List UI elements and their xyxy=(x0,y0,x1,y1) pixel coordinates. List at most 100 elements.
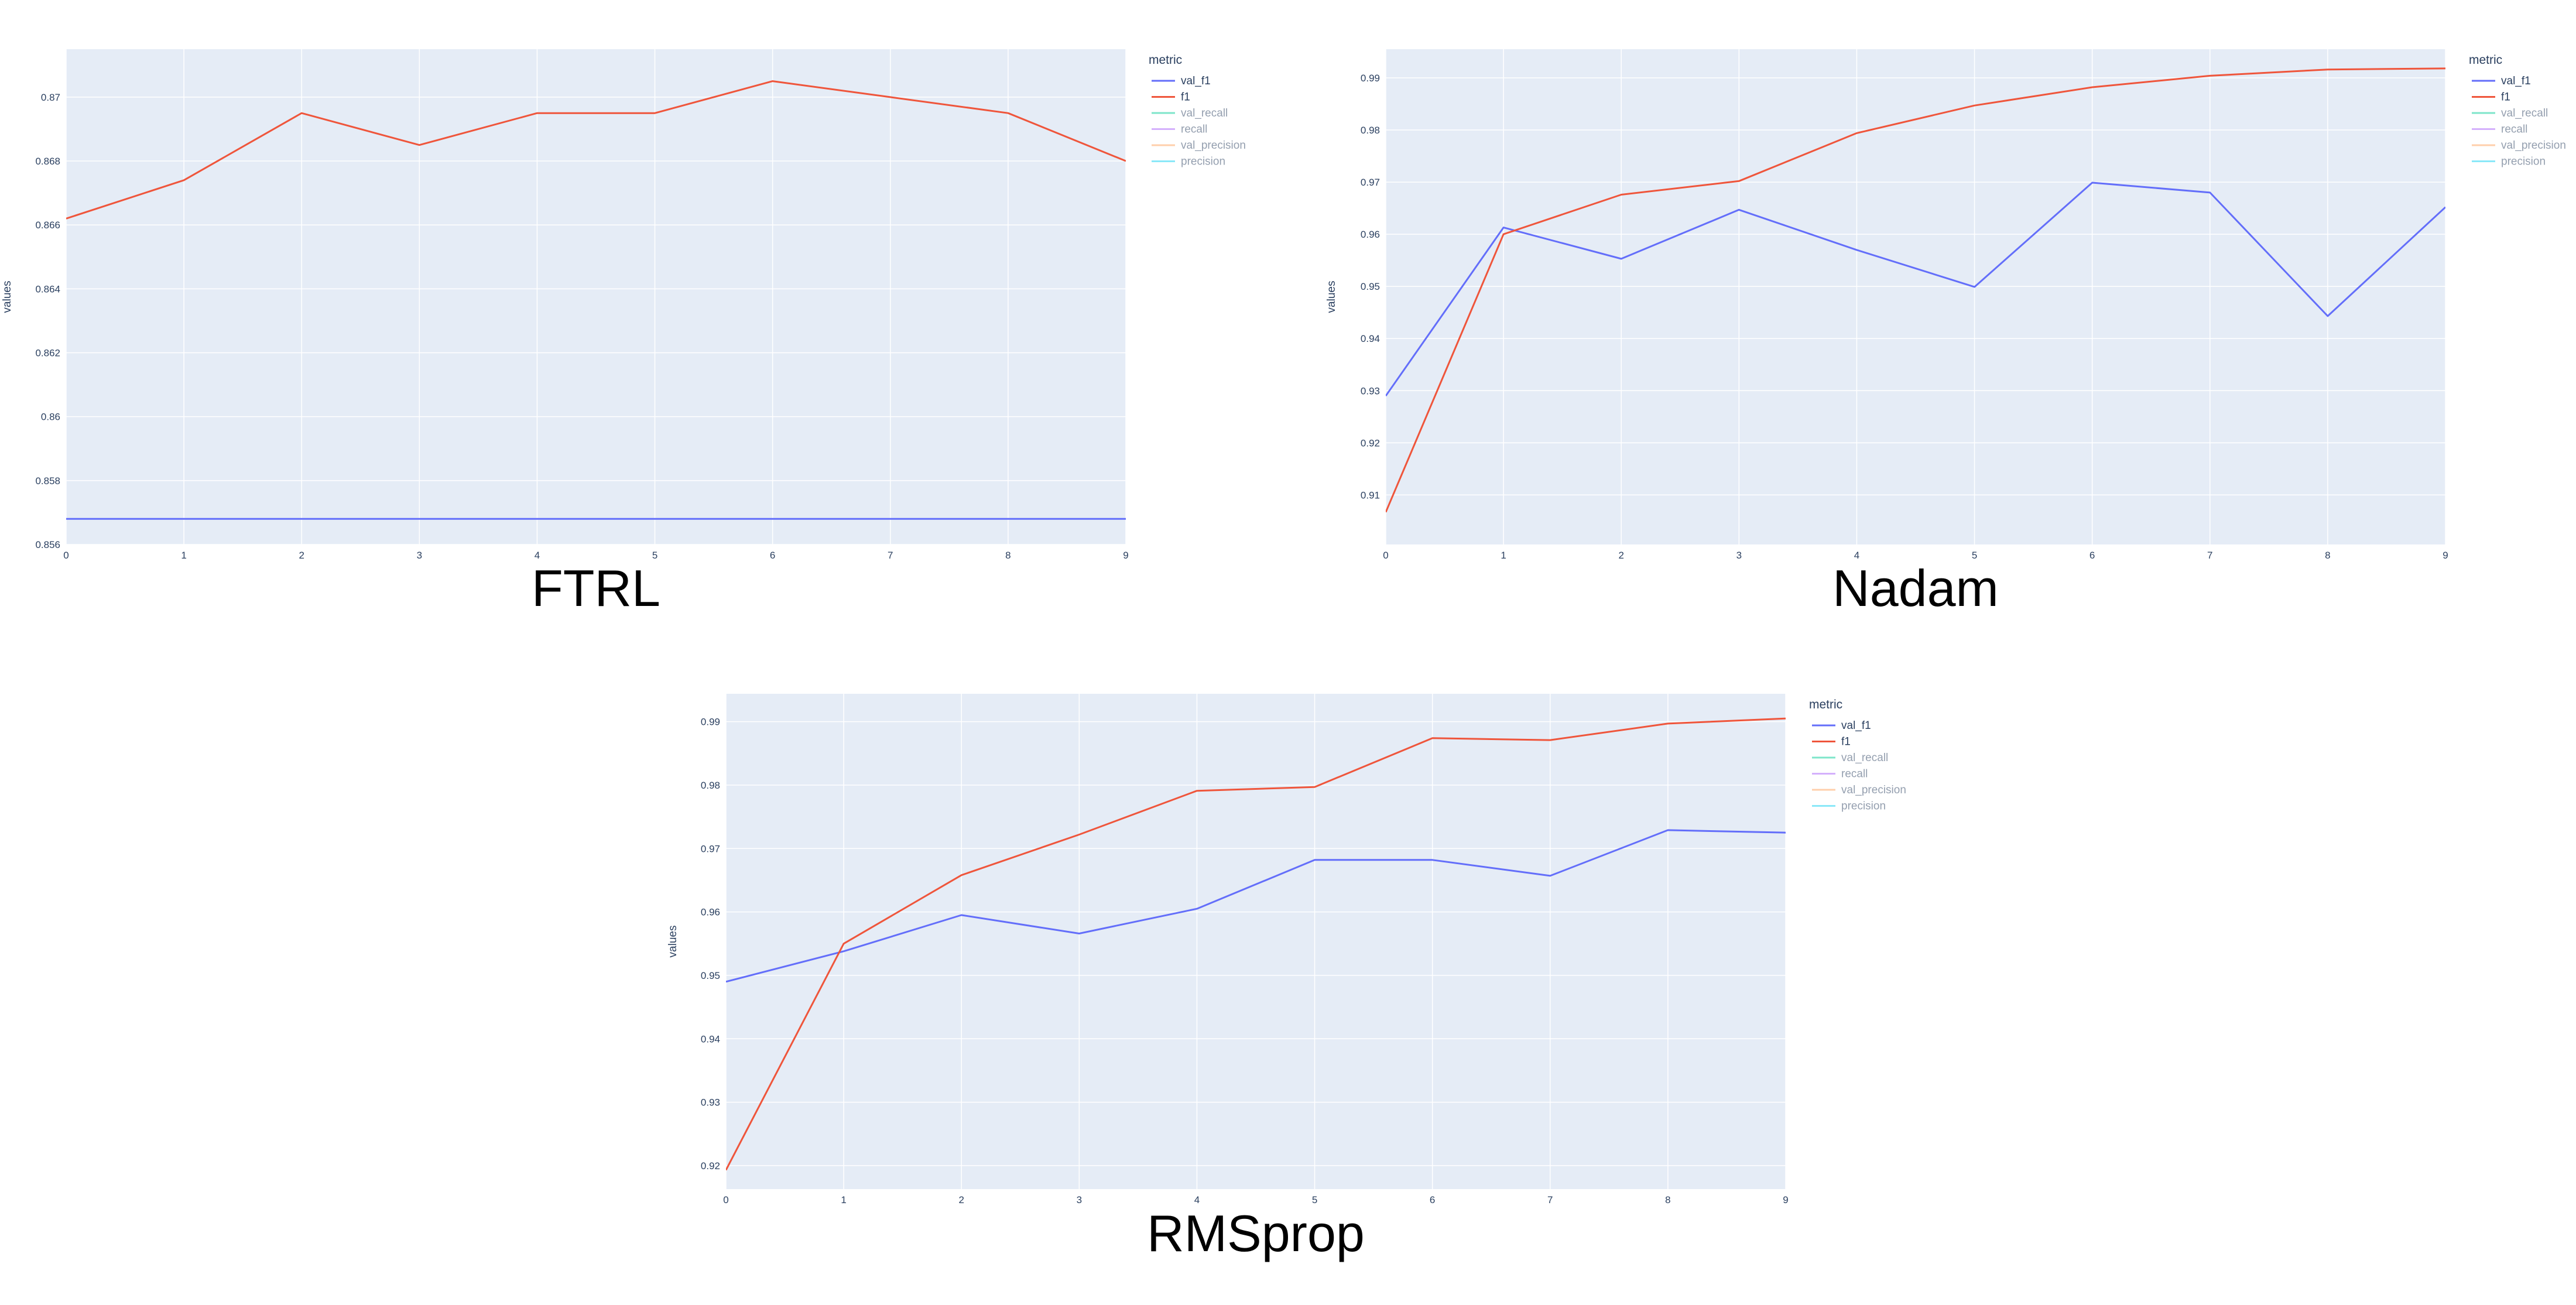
x-tick-label: 1 xyxy=(1501,550,1506,561)
legend-label: precision xyxy=(1181,156,1225,168)
legend-item-val_f1[interactable]: val_f1 xyxy=(2472,75,2531,87)
legend-label: f1 xyxy=(1841,736,1851,748)
legend-item-recall[interactable]: recall xyxy=(2472,124,2527,136)
x-tick-label: 2 xyxy=(1618,550,1623,561)
panel-title: RMSprop xyxy=(1147,1204,1365,1262)
x-tick-label: 8 xyxy=(2325,550,2330,561)
legend-item-recall[interactable]: recall xyxy=(1812,768,1868,780)
y-tick-label: 0.93 xyxy=(701,1097,720,1108)
legend-label: val_precision xyxy=(2501,139,2566,152)
legend-item-val_precision[interactable]: val_precision xyxy=(2472,139,2566,152)
series-line-val_f1 xyxy=(726,829,1786,983)
x-tick-label: 0 xyxy=(63,550,68,561)
y-tick-label: 0.94 xyxy=(1361,333,1380,344)
legend-label: val_f1 xyxy=(1181,75,1211,87)
x-tick-label: 0 xyxy=(723,1194,728,1205)
legend-label: precision xyxy=(1841,800,1886,813)
y-tick-label: 0.96 xyxy=(1361,229,1380,240)
x-tick-label: 3 xyxy=(1077,1194,1082,1205)
legend-label: recall xyxy=(1181,124,1207,136)
legend-label: val_f1 xyxy=(1841,720,1871,732)
y-tick-label: 0.92 xyxy=(701,1160,720,1172)
x-tick-label: 1 xyxy=(181,550,186,561)
legend-label: val_f1 xyxy=(2501,75,2531,87)
chart-panel: 0 1 2 3 4 5 6 7 8 9 0.92 0.93 0.94 0.95 0.96 0.97 0.98 0.… xyxy=(667,694,1906,1262)
legend-label: f1 xyxy=(2501,91,2510,104)
y-tick-label: 0.858 xyxy=(35,475,60,487)
series-line-f1 xyxy=(1386,67,2445,513)
legend-label: val_recall xyxy=(1841,752,1888,764)
x-tick-label: 7 xyxy=(2207,550,2212,561)
legend-item-val_precision[interactable]: val_precision xyxy=(1152,139,1246,152)
y-tick-label: 0.91 xyxy=(1361,489,1380,501)
x-tick-label: 8 xyxy=(1005,550,1010,561)
x-tick-label: 5 xyxy=(1972,550,1977,561)
legend-label: recall xyxy=(1841,768,1868,780)
y-tick-label: 0.856 xyxy=(35,539,60,550)
y-tick-label: 0.86 xyxy=(41,412,60,423)
legend-item-val_recall[interactable]: val_recall xyxy=(1812,752,1888,764)
x-tick-label: 9 xyxy=(1123,550,1128,561)
legend-item-f1[interactable]: f1 xyxy=(1812,736,1851,748)
series-line-f1 xyxy=(726,717,1786,1171)
x-tick-label: 4 xyxy=(1854,550,1859,561)
legend-title: metric xyxy=(1149,53,1182,67)
legend-item-precision[interactable]: precision xyxy=(1152,156,1225,168)
panel-title: FTRL xyxy=(532,559,660,617)
y-tick-label: 0.866 xyxy=(35,220,60,231)
y-axis-label: values xyxy=(667,926,679,958)
x-tick-label: 0 xyxy=(1383,550,1388,561)
x-tick-label: 9 xyxy=(2443,550,2448,561)
y-axis-label: values xyxy=(1325,281,1338,313)
y-tick-label: 0.97 xyxy=(1361,177,1380,188)
x-tick-label: 4 xyxy=(1194,1194,1200,1205)
y-tick-label: 0.864 xyxy=(35,283,60,294)
y-tick-label: 0.96 xyxy=(701,907,720,918)
legend-title: metric xyxy=(1809,698,1842,711)
plot-area xyxy=(726,694,1786,1189)
y-tick-label: 0.95 xyxy=(701,970,720,981)
series-line-val_f1 xyxy=(1386,181,2445,397)
x-tick-label: 3 xyxy=(1736,550,1742,561)
y-tick-label: 0.94 xyxy=(701,1033,720,1044)
x-tick-label: 5 xyxy=(1312,1194,1317,1205)
x-tick-label: 6 xyxy=(2089,550,2095,561)
legend-label: val_precision xyxy=(1181,139,1246,152)
y-tick-label: 0.93 xyxy=(1361,385,1380,396)
legend-item-val_recall[interactable]: val_recall xyxy=(2472,107,2548,119)
x-tick-label: 2 xyxy=(299,550,304,561)
y-tick-label: 0.95 xyxy=(1361,281,1380,292)
x-tick-label: 6 xyxy=(1430,1194,1435,1205)
chart-panel: 0 1 2 3 4 5 6 7 8 9 0.856 0.858 0.86 0.862 0.864 0.866 0… xyxy=(1,49,1246,617)
chart-panel: 0 1 2 3 4 5 6 7 8 9 0.91 0.92 0.93 0.94 0.95 0.96 0.97 0.… xyxy=(1325,49,2566,617)
x-tick-label: 8 xyxy=(1665,1194,1670,1205)
y-tick-label: 0.99 xyxy=(1361,73,1380,84)
legend-item-val_f1[interactable]: val_f1 xyxy=(1812,720,1871,732)
legend-item-val_recall[interactable]: val_recall xyxy=(1152,107,1228,119)
legend-item-val_f1[interactable]: val_f1 xyxy=(1152,75,1211,87)
panel-title: Nadam xyxy=(1832,559,1999,617)
y-tick-label: 0.98 xyxy=(1361,125,1380,136)
legend-item-f1[interactable]: f1 xyxy=(2472,91,2510,104)
legend-item-precision[interactable]: precision xyxy=(2472,156,2546,168)
legend-item-precision[interactable]: precision xyxy=(1812,800,1886,813)
x-tick-label: 3 xyxy=(417,550,422,561)
y-axis-label: values xyxy=(1,281,13,313)
x-tick-label: 5 xyxy=(652,550,657,561)
plot-area xyxy=(66,49,1126,544)
legend-item-recall[interactable]: recall xyxy=(1152,124,1207,136)
legend-item-f1[interactable]: f1 xyxy=(1152,91,1190,104)
y-tick-label: 0.868 xyxy=(35,156,60,167)
legend-title: metric xyxy=(2469,53,2502,67)
y-tick-label: 0.87 xyxy=(41,92,60,103)
y-tick-label: 0.92 xyxy=(1361,437,1380,448)
y-tick-label: 0.99 xyxy=(701,717,720,728)
x-tick-label: 1 xyxy=(841,1194,846,1205)
y-tick-label: 0.97 xyxy=(701,843,720,854)
x-tick-label: 4 xyxy=(535,550,540,561)
legend-item-val_precision[interactable]: val_precision xyxy=(1812,784,1906,796)
